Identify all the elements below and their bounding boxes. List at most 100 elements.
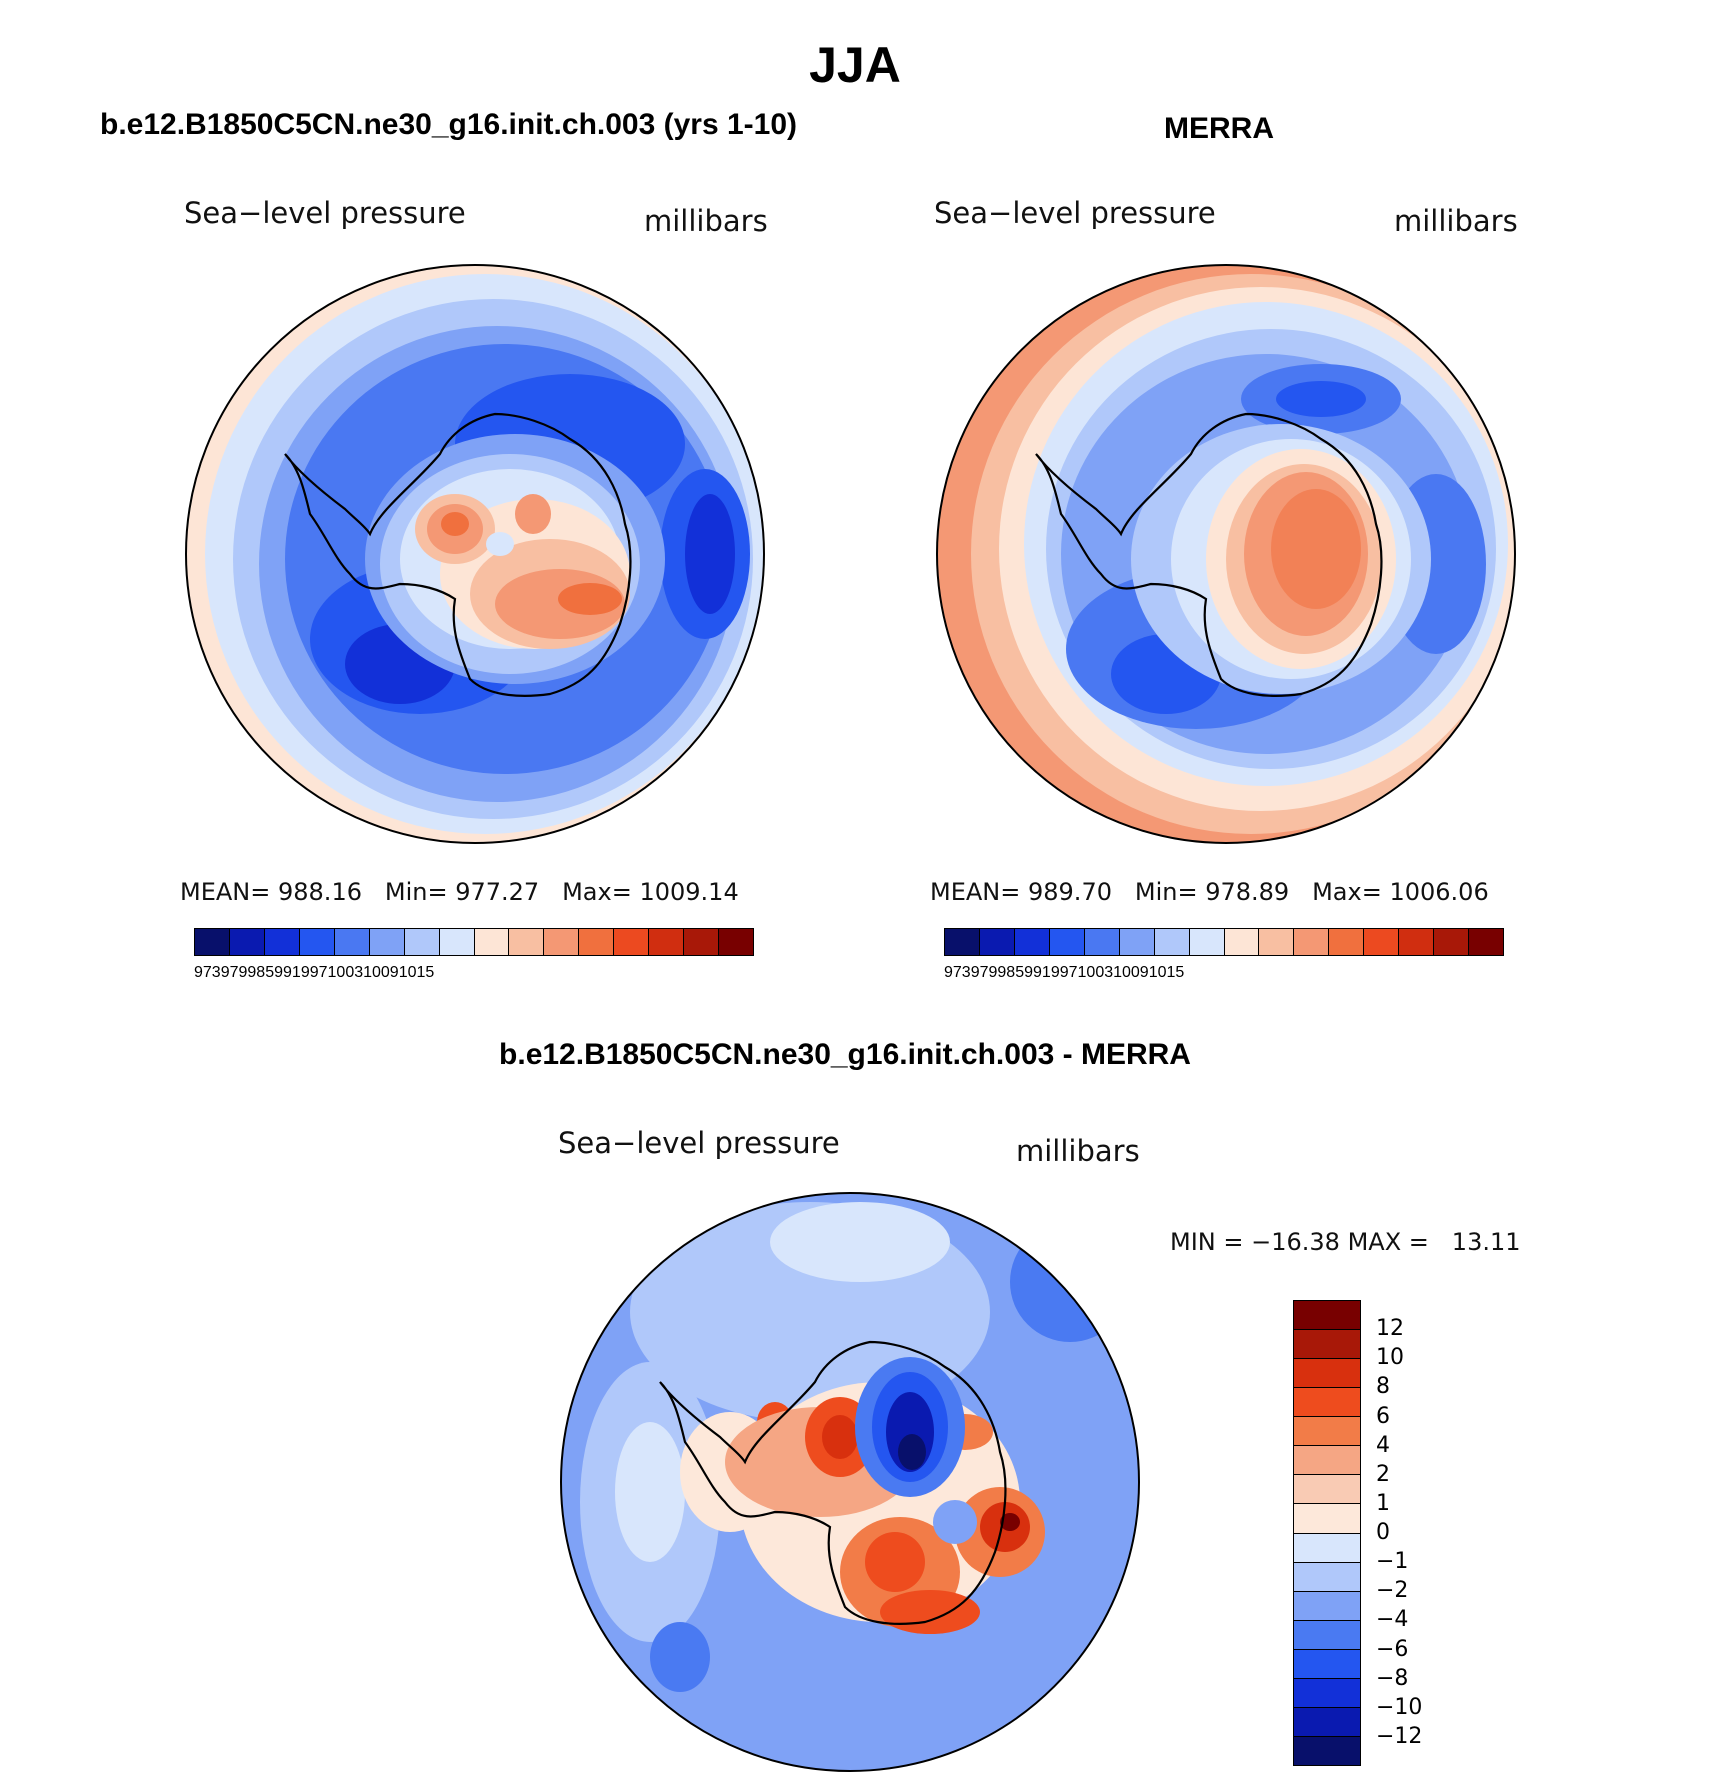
colorbar-tick-label: 10 [1376, 1345, 1404, 1371]
colorbar-tick-label: 997 [1050, 964, 1078, 981]
page-title: JJA [809, 37, 901, 93]
colorbar-swatch [1294, 1562, 1360, 1592]
colorbar-tick-label: −4 [1376, 1607, 1409, 1633]
panel3-colorbar [1293, 1300, 1361, 1766]
colorbar-swatch [1294, 929, 1330, 955]
colorbar-swatch [1189, 929, 1225, 955]
colorbar-swatch [1294, 1359, 1360, 1389]
colorbar-tick-label: 973 [944, 964, 971, 981]
colorbar-swatch [509, 929, 545, 955]
colorbar-swatch [1364, 929, 1400, 955]
colorbar-swatch [1294, 1620, 1360, 1650]
panel1-heading: b.e12.B1850C5CN.ne30_g16.init.ch.003 (yr… [100, 108, 798, 141]
colorbar-swatch [474, 929, 510, 955]
colorbar-swatch [299, 929, 335, 955]
colorbar-tick-label: 1003 [1077, 964, 1114, 981]
colorbar-tick-label: 973 [194, 964, 221, 981]
colorbar-swatch [544, 929, 580, 955]
panel2-mean-value: 989.70 [1028, 878, 1112, 906]
panel1-min-value: 977.27 [455, 878, 540, 906]
colorbar-swatch [439, 929, 475, 955]
panel1-max-value: 1009.14 [639, 878, 739, 906]
panel3-heading: b.e12.B1850C5CN.ne30_g16.init.ch.003 - M… [499, 1038, 1191, 1071]
colorbar-swatch [614, 929, 650, 955]
colorbar-swatch [1294, 1301, 1360, 1331]
colorbar-tick-label: 985 [997, 964, 1025, 981]
colorbar-swatch [579, 929, 615, 955]
colorbar-swatch [334, 929, 370, 955]
colorbar-swatch [1294, 1475, 1360, 1505]
colorbar-tick-label: −8 [1376, 1665, 1409, 1691]
panel1-colorbar-ticks: 973979985991997100310091015 [194, 964, 754, 994]
colorbar-swatch [1049, 929, 1085, 955]
colorbar-tick-label: 8 [1376, 1374, 1390, 1400]
colorbar-swatch [1399, 929, 1435, 955]
colorbar-swatch [1014, 929, 1050, 955]
colorbar-tick-label: −1 [1376, 1549, 1409, 1575]
colorbar-swatch [1469, 929, 1503, 955]
colorbar-tick-label: 1009 [1113, 964, 1149, 981]
panel2-mean-label: MEAN= [930, 878, 1021, 906]
colorbar-tick-label: 12 [1376, 1316, 1404, 1342]
colorbar-swatch [945, 929, 980, 955]
colorbar-swatch [1154, 929, 1190, 955]
colorbar-swatch [1294, 1591, 1360, 1621]
colorbar-tick-label: 4 [1376, 1432, 1390, 1458]
colorbar-swatch [1224, 929, 1260, 955]
colorbar-swatch [1294, 1649, 1360, 1679]
panel1-min-label: Min= [384, 878, 448, 906]
panel1-field-label: Sea−level pressure [184, 196, 466, 230]
colorbar-tick-label: 985 [247, 964, 275, 981]
panel3-units-label: millibars [1016, 1134, 1140, 1168]
colorbar-swatch [1294, 1417, 1360, 1447]
panel1-mean-value: 988.16 [278, 878, 362, 906]
colorbar-swatch [1434, 929, 1470, 955]
panel3-colorbar-ticks: 12 10 8 6 4 2 1 0 −1 −2 −4 −6 −8 −10 −12 [1376, 1300, 1476, 1766]
panel2-units-label: millibars [1394, 204, 1518, 238]
colorbar-tick-label: 1015 [1148, 964, 1185, 981]
colorbar-tick-label: 991 [1024, 964, 1051, 981]
panel3-min-label: MIN = [1170, 1228, 1244, 1256]
colorbar-tick-label: 1015 [398, 964, 435, 981]
colorbar-swatch [1294, 1446, 1360, 1476]
panel2-max-label: Max= [1312, 878, 1382, 906]
colorbar-swatch [195, 929, 230, 955]
panel1-stats: MEAN= 988.16 Min= 977.27 Max= 1009.14 [180, 878, 739, 906]
colorbar-tick-label: 979 [220, 964, 248, 981]
panel3-map [560, 1192, 1140, 1772]
panel3-min-value: −16.38 [1251, 1228, 1340, 1256]
colorbar-tick-label: 997 [300, 964, 328, 981]
colorbar-swatch [684, 929, 720, 955]
panel2-field-label: Sea−level pressure [934, 196, 1216, 230]
panel2-heading: MERRA [1164, 112, 1274, 145]
panel2-max-value: 1006.06 [1389, 878, 1489, 906]
colorbar-tick-label: 0 [1376, 1520, 1390, 1545]
panel2-colorbar-ticks: 973979985991997100310091015 [944, 964, 1504, 994]
panel2-min-label: Min= [1134, 878, 1198, 906]
colorbar-tick-label: 1 [1376, 1490, 1390, 1516]
panel1-mean-label: MEAN= [180, 878, 271, 906]
colorbar-tick-label: 991 [274, 964, 301, 981]
colorbar-tick-label: −12 [1376, 1723, 1423, 1749]
colorbar-swatch [229, 929, 265, 955]
colorbar-tick-label: 6 [1376, 1403, 1390, 1429]
colorbar-swatch [649, 929, 685, 955]
colorbar-swatch [264, 929, 300, 955]
colorbar-tick-label: 1003 [327, 964, 364, 981]
colorbar-swatch [404, 929, 440, 955]
colorbar-swatch [1294, 1678, 1360, 1708]
panel1-colorbar [194, 928, 754, 956]
panel1-units-label: millibars [644, 204, 768, 238]
colorbar-swatch [1329, 929, 1365, 955]
colorbar-swatch [1294, 1330, 1360, 1360]
colorbar-swatch [1294, 1533, 1360, 1563]
colorbar-swatch [369, 929, 405, 955]
colorbar-swatch [1294, 1388, 1360, 1418]
colorbar-swatch [1119, 929, 1155, 955]
panel3-stats: MIN = −16.38 MAX = 13.11 [1170, 1228, 1521, 1256]
panel2-stats: MEAN= 989.70 Min= 978.89 Max= 1006.06 [930, 878, 1489, 906]
colorbar-tick-label: −2 [1376, 1578, 1409, 1604]
panel1-max-label: Max= [562, 878, 632, 906]
panel2-map [936, 264, 1516, 844]
panel3-max-value: 13.11 [1451, 1228, 1521, 1256]
